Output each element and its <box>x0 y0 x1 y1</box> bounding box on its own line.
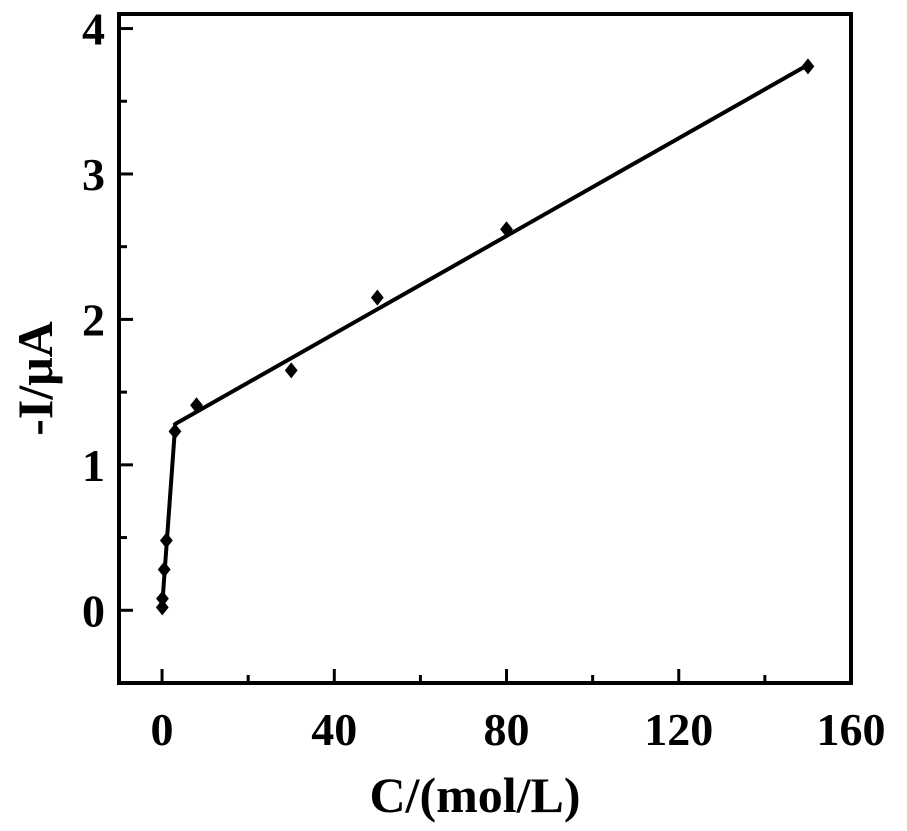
fit-line <box>160 426 177 610</box>
x-axis-title: C/(mol/L) <box>369 767 580 823</box>
y-tick-label: 4 <box>82 4 105 55</box>
fit-lines <box>160 62 810 610</box>
x-tick-label: 80 <box>484 704 530 755</box>
data-point <box>168 423 182 440</box>
x-tick-label: 120 <box>644 704 713 755</box>
y-tick-label: 3 <box>82 149 105 200</box>
x-tick-label: 0 <box>151 704 174 755</box>
y-axis-tick-labels: 0 1 2 3 4 <box>82 4 105 637</box>
data-markers <box>155 58 815 616</box>
y-tick-label: 1 <box>82 440 105 491</box>
data-point <box>801 58 815 75</box>
x-axis-ticks <box>160 669 853 683</box>
y-tick-label: 0 <box>82 585 105 636</box>
data-point <box>156 590 169 607</box>
y-tick-label: 2 <box>82 294 105 345</box>
data-point <box>157 561 171 578</box>
y-axis-title: -I/μA <box>7 321 63 435</box>
data-point <box>370 289 384 306</box>
x-tick-label: 160 <box>817 704 886 755</box>
x-axis-tick-labels: 0 40 80 120 160 <box>151 704 886 755</box>
data-point <box>155 599 169 616</box>
fit-line <box>172 62 810 427</box>
data-point <box>190 397 203 414</box>
plot-frame <box>117 12 853 685</box>
data-point <box>500 221 513 238</box>
data-point <box>159 532 173 549</box>
data-point <box>284 362 298 379</box>
x-tick-label: 40 <box>311 704 357 755</box>
y-axis-ticks <box>119 27 133 612</box>
